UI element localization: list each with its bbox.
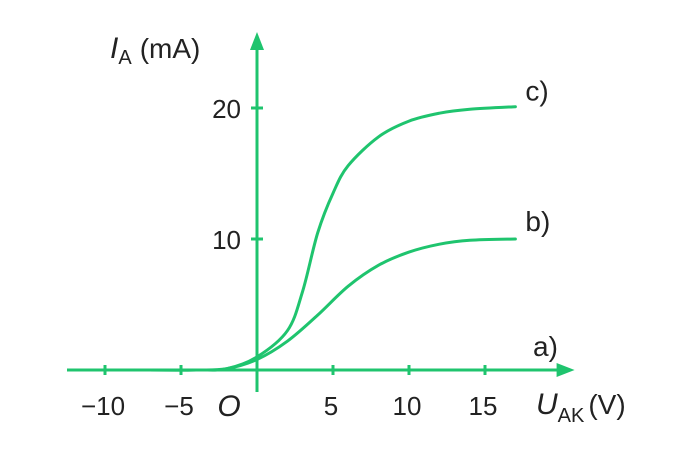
y-axis-arrow (250, 32, 264, 50)
y-tick-label: 20 (212, 94, 241, 124)
curve-b (133, 237, 517, 372)
y-axis-subscript: A (118, 47, 132, 69)
y-axis-symbol: I (110, 32, 118, 65)
x-tick-label: 5 (324, 391, 338, 421)
origin-label: O (217, 390, 240, 423)
x-axis-arrow (556, 363, 575, 377)
y-tick-label: 10 (212, 225, 241, 255)
curve-label-b: b) (525, 206, 550, 237)
x-axis-symbol: U (536, 388, 558, 421)
curve-c (133, 105, 517, 372)
x-tick-label: −10 (81, 391, 125, 421)
labels-layer: −10 −5 5 10 15 10 20 Oa) b) c) IA (mA) UAK (V) (81, 32, 626, 427)
x-axis-title: UAK (V) (536, 388, 626, 427)
x-tick-label: −5 (164, 391, 194, 421)
curves-layer (133, 105, 525, 372)
y-axis-unit: (mA) (140, 33, 201, 64)
curve-label-c: c) (525, 76, 548, 107)
x-tick-label: 15 (469, 391, 498, 421)
x-axis-subscript: AK (558, 405, 585, 427)
y-axis-title: IA (mA) (110, 32, 200, 69)
x-axis-unit: (V) (588, 389, 625, 420)
axes-layer (67, 32, 575, 392)
x-tick-label: 10 (393, 391, 422, 421)
curve-label-a: a) (533, 331, 558, 362)
